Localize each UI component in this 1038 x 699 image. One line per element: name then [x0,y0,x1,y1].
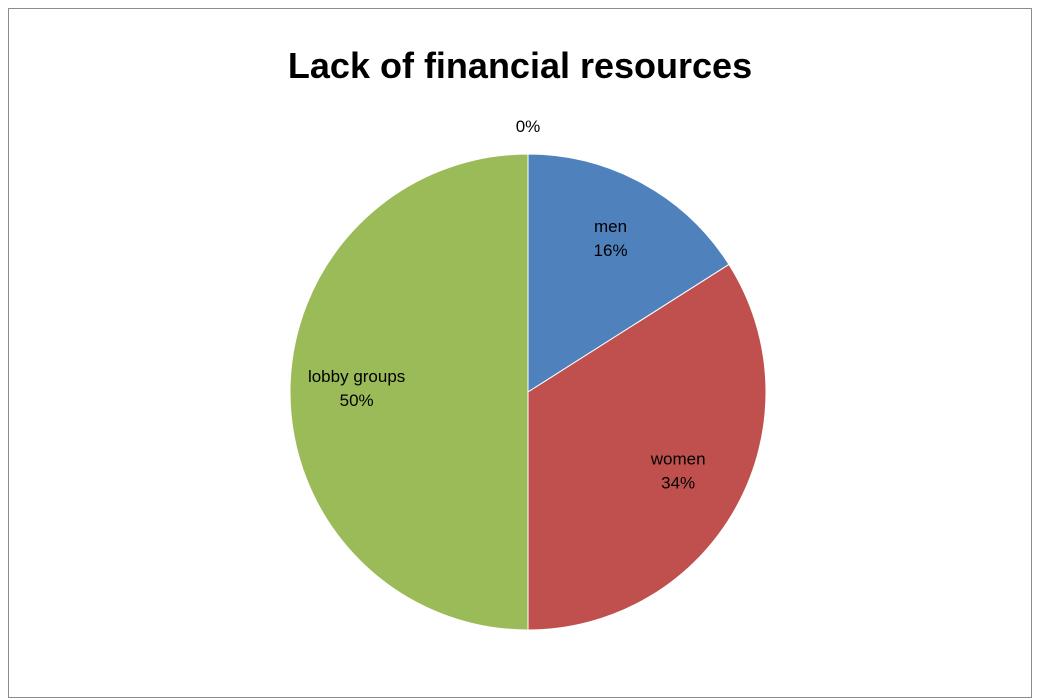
pie-slice-men [527,153,730,393]
pie-slice-women [527,263,767,631]
chart-frame: Lack of financial resources 0% men 16% wome… [8,8,1032,698]
slice-category-label: lobby groups [308,367,405,386]
slice-label-men: men 16% [594,217,628,260]
pie-labels: 0% men 16% women 34% lobby groups 50% [308,117,706,493]
slice-percent-label: 16% [594,241,628,260]
pie-slice-lobby-groups [289,153,529,631]
slice-category-label: women [650,450,706,469]
slice-label-women: women 34% [650,450,706,493]
slice-percent-label: 34% [661,474,695,493]
slice-percent-label: 50% [340,391,374,410]
slice-label-lobby-groups: lobby groups 50% [308,367,405,410]
pie-slices [289,153,767,631]
slice-label-empty: 0% [516,117,541,136]
pie-chart: 0% men 16% women 34% lobby groups 50% [289,117,767,631]
slice-category-label: men [594,217,627,236]
chart-title: Lack of financial resources [287,45,753,86]
